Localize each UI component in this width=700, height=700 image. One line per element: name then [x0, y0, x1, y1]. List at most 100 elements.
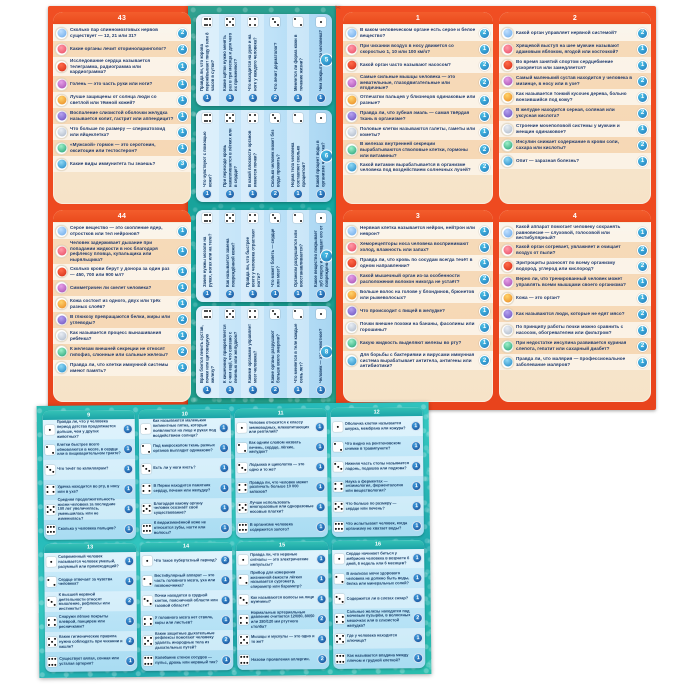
- quiz-card-10[interactable]: 10 Как называются маленькие пигментные п…: [138, 409, 232, 539]
- quiz-card-43[interactable]: 43 Сколько пар спинномозговых нервов сущ…: [53, 12, 191, 204]
- question-row[interactable]: Самый маленький сустав находится у челов…: [499, 73, 651, 89]
- question-row[interactable]: При переходе кровь накапливается в лёгки…: [219, 110, 242, 202]
- quiz-card-11[interactable]: 1 1 Человек относится к классу земноводны…: [234, 408, 328, 538]
- question-row[interactable]: Правда ли, что зубная эмаль — самая твёр…: [343, 108, 493, 125]
- question-row[interactable]: Какое вещество покрывает зуб сверху и за…: [309, 210, 332, 302]
- question-row[interactable]: Организм разрушается или восстанавливает…: [286, 210, 310, 302]
- question-row[interactable]: Наука о ферментах — энзимология, фермент…: [331, 476, 423, 497]
- question-row[interactable]: Сколько у человека пальцев? 1: [44, 519, 136, 540]
- question-row[interactable]: Назови проявления аллергии. 2: [237, 649, 329, 670]
- question-row[interactable]: В анализах мочи здорового человека не до…: [332, 568, 424, 589]
- question-row[interactable]: Что чувствуют с помощью кожи? 1: [196, 110, 219, 202]
- question-row[interactable]: Инсулин снижает содержание в крови соли,…: [499, 137, 651, 153]
- quiz-card-1[interactable]: 1 В каком человеческом органе есть серое…: [343, 12, 493, 204]
- quiz-card-13[interactable]: 13 Современный человек называется челове…: [44, 542, 138, 672]
- quiz-card-9[interactable]: 9 Правда ли, что у человека период детст…: [42, 410, 136, 540]
- question-row[interactable]: Что больше по размеру — сперматозоид или…: [53, 124, 191, 141]
- quiz-card-8[interactable]: Врач боится лечить сустав, почки или щит…: [196, 306, 332, 398]
- question-row[interactable]: Колебание стенок сосудов — пульс, дрожь …: [141, 650, 233, 671]
- quiz-card-16[interactable]: 16 Сердце начинает биться у эмбриона чел…: [332, 539, 426, 669]
- quiz-card-14[interactable]: 14 Что такое пубертатный период? 2 Вестиб…: [140, 541, 234, 671]
- question-row[interactable]: Какие щётки нужно менять раз в три месяц…: [219, 14, 242, 106]
- question-row[interactable]: Кожа — это орган? 1: [499, 290, 651, 307]
- question-row[interactable]: Лодыжка и щиколотка — это одно и то же? 1: [235, 456, 328, 478]
- quiz-card-12[interactable]: 12 Оболочка клетки называется шкурка, ме…: [330, 407, 424, 537]
- question-row[interactable]: К железам внешней секреции не относят ги…: [53, 343, 191, 360]
- question-row[interactable]: Нормальные артериальные давление считает…: [237, 609, 329, 630]
- question-row[interactable]: Половые клетки называются галеты, гаметы…: [343, 124, 493, 141]
- question-row[interactable]: Что происходит с пищей в желудке? 1: [343, 303, 493, 319]
- question-row[interactable]: Хрящевой выступ на шее мужчин называют а…: [499, 41, 651, 57]
- question-row[interactable]: Сколько человек может без воды прожить? 2: [264, 110, 287, 202]
- question-row[interactable]: Сколько крови берут у донора за один раз…: [53, 263, 191, 280]
- question-row[interactable]: Правда ли, что кровь по сосудам всегда т…: [343, 255, 493, 271]
- question-row[interactable]: Содержится ли в слезах сахар? 1: [332, 588, 425, 610]
- quiz-card-4[interactable]: 4 Какой аппарат помогает человеку сохран…: [499, 210, 651, 402]
- question-row[interactable]: Оболочка клетки называется шкурка, мембр…: [330, 416, 423, 437]
- question-row[interactable]: Лучше использовать многоразовые или одно…: [235, 496, 328, 518]
- question-row[interactable]: Как одним словом назвать печень, сердце,…: [235, 437, 327, 458]
- quiz-card-5[interactable]: Правда ли, что корова пережёвывает пищу …: [196, 14, 332, 106]
- question-row[interactable]: Правда ли, что быстрее всего у человека …: [241, 210, 265, 302]
- question-row[interactable]: Человек задерживает дыхание при попадани…: [53, 239, 191, 264]
- question-row[interactable]: Что может болеть — сердце или мозг? 1: [264, 210, 287, 302]
- quiz-card-15[interactable]: 15 Правда ли, что нервные сигналы — это …: [236, 540, 330, 670]
- question-row[interactable]: Какой витамин вырабатывается в организме…: [343, 159, 493, 176]
- question-row[interactable]: Человек относится к классу земноводных, …: [234, 417, 327, 438]
- question-row[interactable]: Какие виды иммунитета ты знаешь? 3: [53, 156, 191, 173]
- quiz-card-7[interactable]: Зачем нужны мозоли на руках, ногах или н…: [196, 210, 332, 302]
- question-row[interactable]: Правда ли, что человек может различать б…: [235, 477, 327, 498]
- question-row[interactable]: Исследование сердца называется телеграмм…: [53, 57, 191, 77]
- question-row[interactable]: Какие органы лечит оториноларинголог? 2: [53, 41, 191, 57]
- question-row[interactable]: Правда ли, что нервные сигналы — это эле…: [236, 549, 329, 571]
- question-row[interactable]: К кишечнику прикрепляется с чем ещё, что…: [219, 306, 242, 398]
- question-row[interactable]: Какие гигиенические правила нужно соблюд…: [44, 631, 138, 653]
- quiz-card-6[interactable]: Что чувствуют с помощью кожи? 1 При перех…: [196, 110, 332, 202]
- question-row[interactable]: Прибор для измерения жизненной ёмкости л…: [236, 569, 328, 590]
- question-row[interactable]: Что меняется в теле каждые семь лет? 1: [286, 306, 310, 398]
- question-row[interactable]: Существует вялая, сонная или усталая арт…: [45, 651, 137, 672]
- question-row[interactable]: Воспаление слизистой оболочки желудка на…: [53, 108, 191, 125]
- question-row[interactable]: Что видно на рентгеновском снимке в трав…: [331, 436, 423, 457]
- question-row[interactable]: Что больше по размеру — сердце или печен…: [331, 495, 424, 517]
- question-row[interactable]: Опит — заразная болезнь? 1: [499, 153, 651, 169]
- question-row[interactable]: Снаружи лёгкие покрыты плеврой, панцирем…: [45, 611, 137, 632]
- question-row[interactable]: Отпечатки пальцев у близнецов одинаковые…: [343, 92, 493, 109]
- question-row[interactable]: Какой орган часто называют насосом? 2: [343, 57, 493, 73]
- question-row[interactable]: Сердце отвечает за чувства человека? 1: [44, 571, 136, 592]
- question-row[interactable]: В организме человека содержится золото? 1: [236, 517, 328, 538]
- question-row[interactable]: В глюкозу превращаются белки, жиры или у…: [53, 311, 191, 328]
- question-row[interactable]: Кожа состоит из одного, двух или трёх ра…: [53, 295, 191, 312]
- question-row[interactable]: Что лечит дерматолог? 2: [264, 14, 287, 106]
- question-row[interactable]: Как называется впадина между плечом и гр…: [333, 648, 425, 669]
- question-row[interactable]: При чихании воздух в носу движется со ск…: [343, 41, 493, 57]
- question-row[interactable]: Как называется процесс вынашивания ребён…: [53, 327, 191, 344]
- question-row[interactable]: Какой орган согревает, увлажняет и очища…: [499, 242, 651, 259]
- question-row[interactable]: Врач боится лечить сустав, почки или щит…: [196, 306, 219, 398]
- question-row[interactable]: Почки находятся в грудной клетке, поясни…: [140, 590, 233, 612]
- quiz-card-3[interactable]: 3 Нервная клетка называется нейрон, нейт…: [343, 210, 493, 402]
- question-row[interactable]: Какую жидкость выделяют железы во рту? 1: [343, 335, 493, 351]
- question-row[interactable]: При недостатке инсулина развивается кури…: [499, 338, 651, 355]
- question-row[interactable]: Как называется тонкий кусочек дерева, бо…: [499, 89, 651, 105]
- question-row[interactable]: По принципу работы почки можно сравнить …: [499, 322, 651, 339]
- question-row[interactable]: У головного мозга нет ствола, коры или л…: [141, 610, 233, 631]
- question-row[interactable]: Как называется замена повреждённой кожи?…: [219, 210, 242, 302]
- question-row[interactable]: В желудке находится серная, соляная или …: [499, 105, 651, 121]
- question-row[interactable]: В Перми находится памятник сердцу, печен…: [139, 478, 231, 499]
- question-row[interactable]: К видоизменённой коже не относятся зубы,…: [140, 518, 232, 539]
- question-row[interactable]: Для борьбы с бактериями и вирусами иммун…: [343, 351, 493, 371]
- question-row[interactable]: Правда ли, что у человека период детства…: [42, 419, 135, 440]
- question-row[interactable]: Что такое пубертатный период? 2: [140, 550, 233, 572]
- question-row[interactable]: Самые сильные мышцы человека — это жеват…: [343, 73, 493, 93]
- question-row[interactable]: Мышцы и мускулы — это одно и то же? 1: [236, 629, 330, 651]
- question-row[interactable]: Под микроскопом ткань разных органов выг…: [139, 438, 231, 459]
- question-row[interactable]: Какие органы разрушают больше всего энер…: [264, 306, 287, 398]
- question-row[interactable]: Правда ли, что малярия — профессионально…: [499, 354, 651, 371]
- question-row[interactable]: Сколько пар спинномозговых нервов сущест…: [53, 25, 191, 41]
- question-row[interactable]: Зачем нужны мозоли на руках, ногах или н…: [196, 210, 219, 302]
- question-row[interactable]: Хеморецепторы носа человека воспринимают…: [343, 239, 493, 255]
- question-row[interactable]: Клетки быстрее всего обновляются в мозге…: [43, 439, 135, 460]
- question-row[interactable]: В каком человеческом органе есть серое и…: [343, 25, 493, 41]
- question-row[interactable]: Серое вещество — это скопление ядер, отр…: [53, 223, 191, 239]
